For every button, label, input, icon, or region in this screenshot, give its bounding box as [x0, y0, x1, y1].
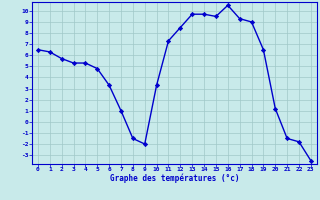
X-axis label: Graphe des températures (°c): Graphe des températures (°c) [110, 174, 239, 183]
